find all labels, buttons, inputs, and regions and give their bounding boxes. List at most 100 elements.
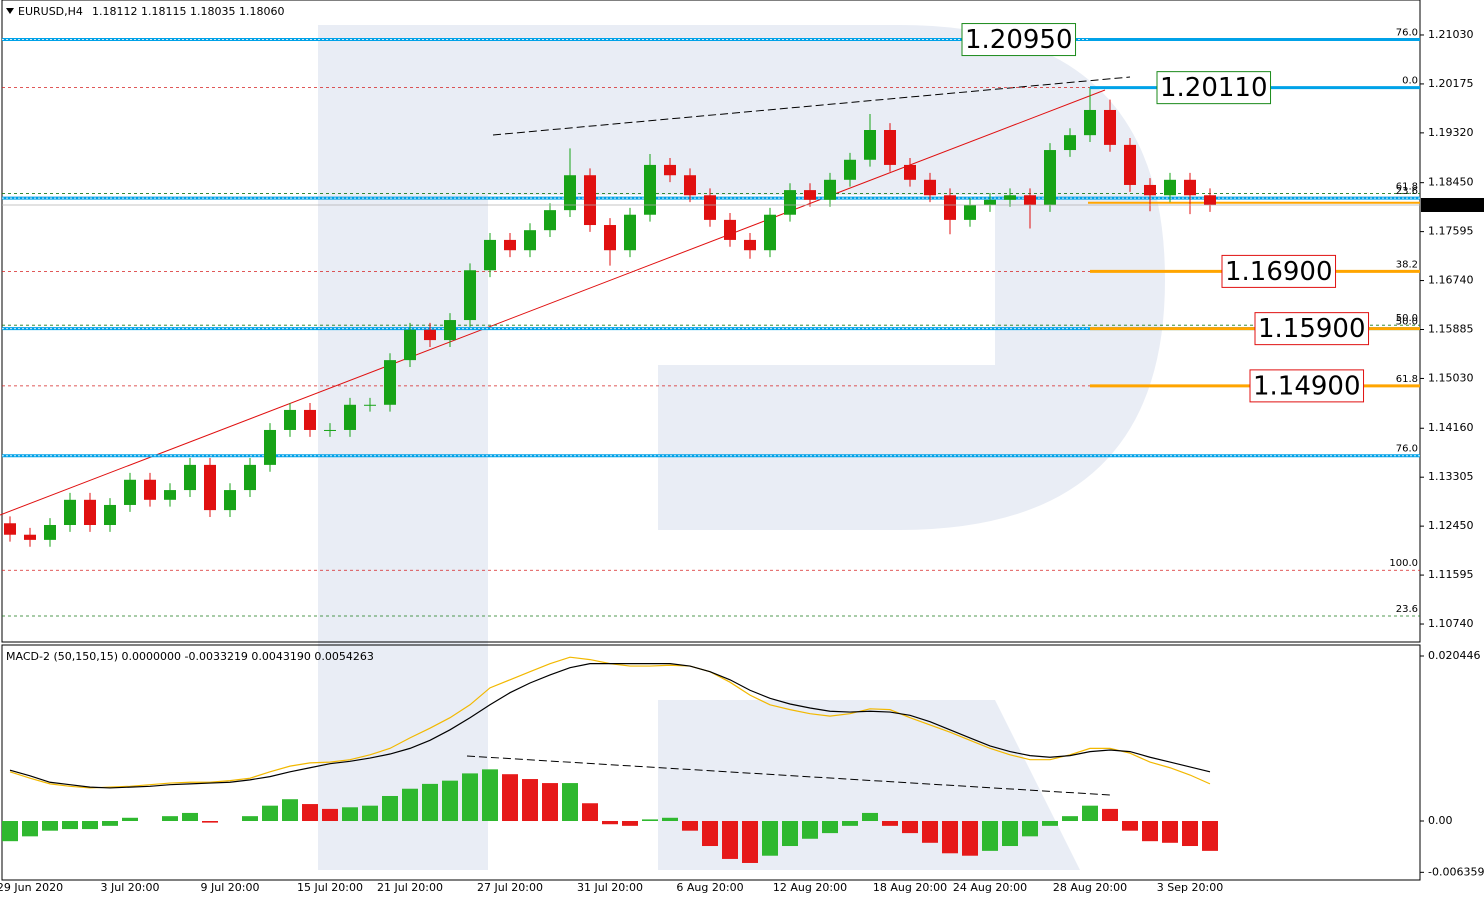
macd-bar	[1122, 821, 1138, 831]
y-tick-label: 1.16740	[1428, 274, 1474, 287]
fib-label: 76.0	[1396, 444, 1418, 455]
macd-bar	[642, 819, 658, 822]
candle-body	[424, 329, 436, 341]
macd-bar	[962, 821, 978, 856]
y-tick-label: 1.20175	[1428, 77, 1474, 90]
fib-label: 61.8	[1396, 182, 1418, 193]
annotation-box	[961, 23, 1077, 57]
y-tick-label: 1.17595	[1428, 225, 1474, 238]
macd-bar	[882, 821, 898, 826]
trend-line	[0, 89, 1106, 516]
candle-body	[504, 239, 516, 251]
candle-body	[24, 534, 36, 540]
annotation-label: 1.16900	[1225, 257, 1333, 287]
annotation-label: 1.14900	[1253, 371, 1361, 401]
candle-body	[1064, 135, 1076, 151]
macd-bar	[262, 805, 278, 822]
macd-bar	[182, 812, 198, 822]
x-tick-label: 24 Aug 20:00	[953, 881, 1027, 894]
macd-bar	[682, 821, 698, 831]
macd-bar	[302, 804, 318, 822]
macd-bar	[1182, 821, 1198, 847]
candle-body	[384, 360, 396, 405]
candle-body	[404, 329, 416, 361]
macd-bar	[802, 821, 818, 839]
macd-bar	[22, 821, 38, 837]
x-tick-label: 27 Jul 20:00	[477, 881, 543, 894]
candle-body	[544, 210, 556, 231]
last-price-box	[1421, 197, 1484, 212]
candle-body	[184, 464, 196, 491]
fib-label: 100.0	[1389, 558, 1418, 569]
macd-bar	[1002, 821, 1018, 847]
y-tick-label: 1.11595	[1428, 568, 1474, 581]
last-price-label: 1.18060	[1428, 198, 1474, 211]
candle-body	[244, 464, 256, 491]
macd-bar	[702, 821, 718, 847]
macd-bar	[582, 803, 598, 822]
candle-body	[84, 499, 96, 525]
macd-bar	[462, 773, 478, 822]
macd-bar	[342, 807, 358, 822]
candle-body	[224, 490, 236, 511]
candle-body	[884, 130, 896, 165]
annotation-label: 1.15900	[1258, 314, 1366, 344]
macd-bar	[562, 783, 578, 822]
fib-label: 0.0	[1402, 76, 1418, 87]
macd-bar	[522, 779, 538, 822]
macd-bar	[42, 821, 58, 831]
y-tick-label: 0.00	[1428, 814, 1453, 827]
macd-bar	[782, 821, 798, 847]
candle-body	[524, 230, 536, 251]
candle-body	[344, 404, 356, 430]
candle-body	[144, 479, 156, 500]
macd-bar	[82, 821, 98, 830]
macd-bar	[942, 821, 958, 854]
y-tick-label: 1.14160	[1428, 421, 1474, 434]
macd-bar	[902, 821, 918, 834]
candle-body	[624, 214, 636, 251]
x-tick-label: 21 Jul 20:00	[377, 881, 443, 894]
main-panel	[1, 0, 1421, 643]
candle-body	[604, 225, 616, 251]
candle-body	[764, 214, 776, 251]
macd-bar	[722, 821, 738, 859]
annotation-box	[1221, 254, 1337, 288]
fib-label: 38.2	[1396, 259, 1418, 270]
candle-body	[1084, 109, 1096, 136]
candle-body	[204, 464, 216, 511]
macd-bar	[982, 821, 998, 851]
macd-line	[9, 656, 1211, 789]
macd-bar	[1022, 821, 1038, 837]
x-tick-label: 28 Aug 20:00	[1053, 881, 1127, 894]
y-tick-label: 1.18450	[1428, 176, 1474, 189]
macd-bar	[362, 805, 378, 822]
macd-bar	[602, 821, 618, 825]
macd-bar	[62, 821, 78, 830]
fib-label: 61.8	[1396, 374, 1418, 385]
annotation-box	[1254, 312, 1370, 346]
candle-body	[684, 175, 696, 196]
macd-bar	[822, 821, 838, 834]
y-tick-label: 0.020446	[1428, 649, 1481, 662]
macd-bar	[1162, 821, 1178, 843]
candle-body	[1024, 195, 1036, 205]
candle-body	[1044, 150, 1056, 205]
macd-bar	[862, 812, 878, 822]
y-tick-label: 1.12450	[1428, 519, 1474, 532]
candle-body	[964, 204, 976, 220]
candle-body	[1184, 179, 1196, 196]
candle-body	[284, 409, 296, 430]
x-tick-label: 12 Aug 20:00	[773, 881, 847, 894]
x-tick-label: 3 Jul 20:00	[101, 881, 160, 894]
macd-bar	[1062, 816, 1078, 822]
macd-bar	[542, 783, 558, 822]
macd-bar	[842, 821, 858, 826]
candle-body	[924, 179, 936, 196]
candle-body	[804, 190, 816, 200]
candle-body	[1204, 195, 1216, 205]
candle-body	[1144, 184, 1156, 196]
candle-body	[1164, 179, 1176, 196]
macd-bar	[102, 821, 118, 826]
